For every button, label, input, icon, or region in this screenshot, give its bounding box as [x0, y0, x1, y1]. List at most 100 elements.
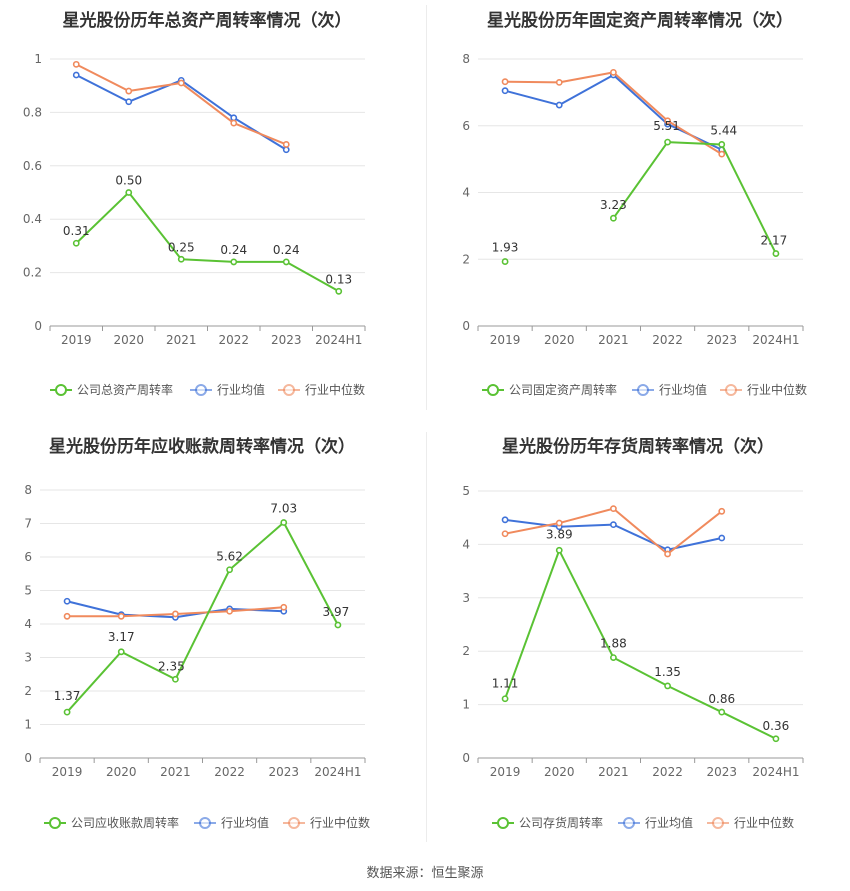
data-point — [772, 250, 780, 257]
panel-divider-bottom — [426, 432, 427, 842]
y-tick-label: 0 — [24, 751, 32, 765]
y-tick-label: 3 — [24, 651, 32, 665]
legend-marker — [725, 384, 737, 396]
data-point — [610, 505, 617, 513]
data-label: 0.36 — [763, 719, 790, 733]
legend-label: 行业中位数 — [305, 382, 365, 397]
x-tick-label: 2023 — [268, 765, 299, 779]
data-label: 5.51 — [653, 119, 680, 133]
chart-panel-inventory-turnover: 星光股份历年存货周转率情况（次） 0 1 2 3 4 5 2019 2020 2021 2022 20… — [425, 425, 850, 850]
x-tick-label: 2022 — [214, 765, 245, 779]
data-point — [226, 566, 233, 574]
chart-panel-total-asset-turnover: 星光股份历年总资产周转率情况（次） 0 0.2 0.4 0.6 0.8 1 2019 2020 2… — [0, 0, 425, 420]
data-point — [610, 214, 617, 222]
legend-marker — [288, 817, 300, 829]
y-tick-label: 0.8 — [23, 105, 42, 119]
series-line-company — [75, 191, 340, 293]
y-tick-label: 0.2 — [23, 266, 42, 280]
chart-title: 星光股份历年固定资产周转率情况（次） — [487, 10, 793, 31]
chart-svg-fixed-asset-turnover: 星光股份历年固定资产周转率情况（次） 0 2 4 6 8 2019 2020 2021 2022 2… — [462, 10, 807, 397]
y-tick-label: 2 — [462, 644, 470, 658]
legend-item-industry-median: 行业中位数 — [278, 382, 365, 397]
legend-item-company: 公司总资产周转率 — [50, 382, 173, 397]
data-point — [555, 519, 563, 527]
x-tick-label: 2023 — [271, 333, 302, 347]
data-point — [117, 612, 125, 620]
chart-svg-inventory-turnover: 星光股份历年存货周转率情况（次） 0 1 2 3 4 5 2019 2020 2021 2022 20… — [462, 436, 804, 830]
chart-panel-fixed-asset-turnover: 星光股份历年固定资产周转率情况（次） 0 2 4 6 8 2019 2020 2021 2022 2… — [425, 0, 850, 420]
series-line-company — [66, 521, 339, 713]
series-line-industry-median — [504, 507, 723, 556]
y-tick-label: 0.4 — [23, 212, 42, 226]
y-tick-label: 4 — [462, 537, 470, 551]
legend-item-company: 公司应收账款周转率 — [44, 815, 179, 830]
x-tick-label: 2021 — [160, 765, 191, 779]
legend-label: 行业中位数 — [734, 815, 794, 830]
legend-marker — [497, 817, 509, 829]
data-point — [718, 150, 726, 158]
legend-label: 行业中位数 — [310, 815, 370, 830]
legend-label: 行业均值 — [221, 815, 269, 830]
data-point — [718, 141, 726, 148]
data-label: 3.17 — [108, 630, 135, 644]
data-label: 2.17 — [761, 234, 788, 248]
legend-label: 公司应收账款周转率 — [71, 815, 179, 830]
data-point — [282, 146, 290, 154]
data-label: 2.35 — [158, 659, 185, 673]
data-point — [177, 79, 185, 87]
data-point — [117, 648, 125, 656]
legend-item-industry-mean: 行业均值 — [618, 815, 693, 830]
data-point — [230, 114, 238, 122]
data-label: 1.93 — [492, 241, 519, 255]
panel-divider-top — [426, 5, 427, 410]
x-tick-label: 2024H1 — [315, 333, 362, 347]
data-point — [718, 534, 726, 542]
data-point — [555, 546, 563, 554]
data-point — [610, 521, 617, 529]
y-tick-label: 5 — [462, 484, 470, 498]
data-label: 0.13 — [325, 272, 352, 286]
data-point — [230, 258, 238, 266]
data-point — [125, 87, 133, 95]
series-line-industry-median — [505, 71, 723, 155]
y-tick-label: 1 — [24, 718, 32, 732]
x-tick-label: 2019 — [61, 333, 92, 347]
data-point — [718, 507, 726, 515]
y-tick-label: 8 — [24, 483, 32, 497]
data-point — [664, 682, 671, 690]
data-point — [63, 612, 71, 620]
legend-label: 行业均值 — [645, 815, 693, 830]
data-label: 1.35 — [654, 665, 681, 679]
data-point — [280, 519, 288, 526]
data-label: 5.62 — [216, 550, 243, 564]
y-tick-label: 1 — [462, 698, 470, 712]
legend-label: 行业中位数 — [747, 382, 807, 397]
data-point — [125, 189, 133, 196]
y-tick-label: 5 — [24, 584, 32, 598]
data-point — [501, 258, 509, 265]
y-tick-label: 0.6 — [23, 159, 42, 173]
data-point — [125, 98, 133, 106]
x-tick-label: 2024H1 — [752, 333, 799, 347]
series-line-industry-median — [75, 63, 287, 146]
legend-item-industry-median: 行业中位数 — [707, 815, 794, 830]
data-point — [280, 603, 288, 611]
data-point — [226, 607, 233, 615]
x-tick-label: 2021 — [166, 333, 197, 347]
legend-marker — [49, 817, 61, 829]
data-point — [230, 119, 238, 127]
chart-title: 星光股份历年总资产周转率情况（次） — [63, 10, 352, 31]
data-point — [664, 138, 671, 146]
legend-label: 公司存货周转率 — [519, 815, 603, 830]
data-point — [501, 78, 509, 86]
x-tick-label: 2024H1 — [314, 765, 361, 779]
data-label: 3.89 — [546, 527, 573, 541]
x-tick-label: 2021 — [598, 333, 629, 347]
data-point — [501, 695, 509, 703]
y-tick-label: 3 — [462, 591, 470, 605]
series-line-company — [504, 549, 777, 740]
x-tick-label: 2024H1 — [752, 765, 799, 779]
x-tick-label: 2020 — [106, 765, 137, 779]
legend-item-industry-median: 行业中位数 — [720, 382, 807, 397]
legend-item-industry-mean: 行业均值 — [632, 382, 707, 397]
